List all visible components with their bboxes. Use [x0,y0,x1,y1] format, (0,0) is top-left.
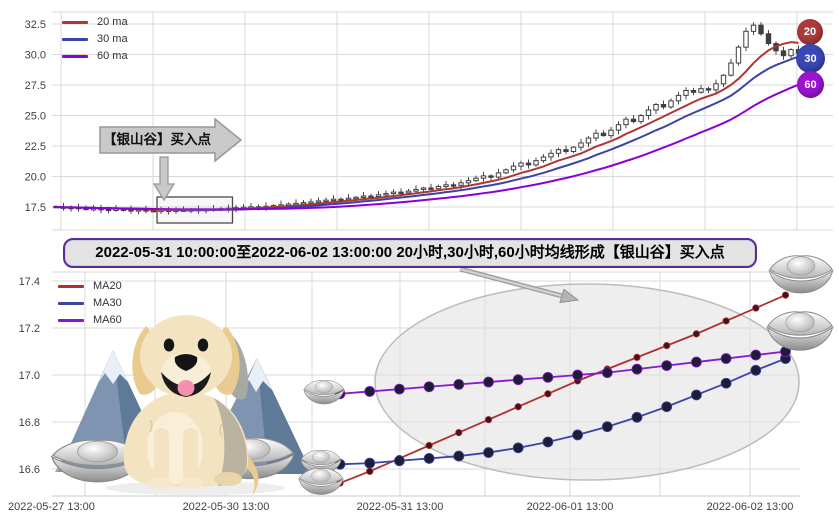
legend-item-60ma: 60 ma [62,50,128,63]
marker-MA60 [483,376,494,388]
marker-MA20 [514,403,522,411]
marker-MA60 [661,360,673,371]
y-tick-label: 16.8 [19,417,40,429]
x-tick-label: 2022-05-27 13:00 [8,501,95,513]
y-tick-label: 17.0 [19,370,40,382]
ma-zoom-chart: 17.4 17.2 17.0 16.8 16.6 2022-05-27 13:00 2022… [8,268,800,513]
legend-item-30ma: 30 ma [62,33,128,46]
marker-MA30 [631,411,643,423]
y-tick-label: 25.0 [25,111,46,123]
marker-MA30 [453,450,465,462]
marker-MA30 [334,458,346,470]
marker-MA20 [781,291,790,299]
marker-MA30 [601,421,613,433]
callout-down-arrow [152,156,176,202]
x-tick-label: 2022-05-31 13:00 [357,501,444,513]
legend-item-20ma: 20 ma [62,16,128,29]
legend-label: 30 ma [97,33,128,45]
marker-MA60 [423,381,435,393]
highlight-ellipse [374,283,800,481]
marker-MA30 [542,436,554,448]
marker-MA20 [455,428,463,437]
marker-MA60 [750,349,762,361]
ma20-line-swatch [58,285,84,288]
marker-MA20 [544,390,552,398]
marker-MA30 [423,453,435,464]
bottom-chart-legend: MA20 MA30 MA60 [58,280,122,327]
ma60-line-swatch [58,319,84,322]
y-tick-label: 17.2 [19,323,40,335]
marker-MA60 [720,353,732,364]
ma-line-60ma [55,83,799,211]
marker-MA30 [750,364,762,376]
y-tick-label: 27.5 [25,80,46,92]
x-tick-label: 2022-06-01 13:00 [527,501,614,513]
legend-label: 60 ma [97,50,128,62]
legend-label: MA30 [93,297,122,309]
top-plot: 32.5 30.0 27.5 25.0 22.5 20.0 17.5 [25,11,833,231]
marker-MA60 [542,371,554,383]
30ma-line-swatch [62,38,88,41]
marker-MA30 [720,377,732,389]
marker-MA20 [752,304,760,312]
marker-MA60 [601,367,613,379]
line-MA60 [339,350,786,395]
legend-label: MA20 [93,280,122,292]
60ma-line-swatch [62,55,88,58]
candlestick-series [53,22,802,215]
top-chart-legend: 20 ma 30 ma 60 ma [62,16,128,63]
marker-MA20 [692,330,701,338]
x-tick-label: 2022-06-02 13:00 [707,501,794,513]
badge-60ma: 60 [797,71,824,98]
marker-MA30 [661,401,673,413]
marker-MA30 [691,389,702,401]
marker-MA30 [572,429,583,441]
marker-MA60 [780,346,791,357]
marker-MA20 [484,416,493,424]
marker-MA60 [691,356,702,368]
marker-MA30 [512,442,524,454]
marker-MA30 [364,457,376,469]
legend-item-ma30: MA30 [58,297,122,310]
legend-label: 20 ma [97,16,128,28]
marker-MA20 [663,342,671,350]
buy-point-box [156,196,234,224]
marker-MA60 [631,363,643,375]
legend-item-ma60: MA60 [58,314,122,327]
ma30-line-swatch [58,302,84,305]
marker-MA60 [453,379,465,390]
marker-MA20 [336,479,344,487]
marker-MA30 [483,447,494,458]
line-MA20 [339,294,786,484]
marker-MA30 [393,455,405,467]
x-tick-label: 2022-05-30 13:00 [183,501,270,513]
legend-item-ma20: MA20 [58,280,122,293]
buy-point-callout: 【银山谷】买入点 [103,132,211,147]
badge-20ma: 20 [797,19,823,45]
marker-MA20 [425,441,433,450]
marker-MA20 [366,467,374,475]
marker-MA20 [633,353,641,361]
marker-MA60 [512,374,524,386]
price-candlestick-chart: 32.5 30.0 27.5 25.0 22.5 20.0 17.5 [25,11,833,231]
marker-MA60 [572,369,583,381]
marker-MA60 [364,386,376,397]
y-tick-label: 17.5 [25,202,46,214]
y-tick-label: 17.4 [19,276,40,288]
y-tick-label: 32.5 [25,19,46,31]
y-tick-label: 20.0 [25,172,46,184]
marker-MA20 [722,317,730,325]
y-tick-label: 16.6 [19,464,40,476]
legend-label: MA60 [93,314,122,326]
y-tick-label: 30.0 [25,50,46,62]
20ma-line-swatch [62,21,88,24]
marker-MA60 [393,383,405,395]
summary-banner: 2022-05-31 10:00:00至2022-06-02 13:00:00 … [63,238,757,268]
badge-30ma: 30 [796,44,825,73]
callout-shape [99,117,243,163]
y-tick-label: 22.5 [25,141,46,153]
line-MA30 [339,357,786,466]
marker-MA60 [334,388,346,400]
